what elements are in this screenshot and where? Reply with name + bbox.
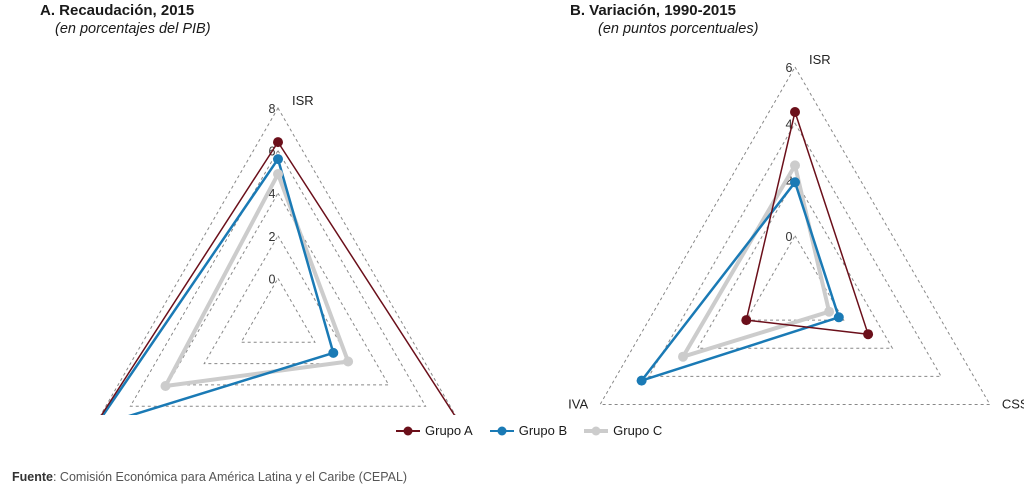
data-point-grupo-b-isr-a — [273, 154, 283, 165]
data-point-grupo-b-isr-b — [790, 177, 800, 188]
legend: Grupo A Grupo B Grupo C — [395, 423, 662, 438]
data-point-grupo-a-iva-b — [741, 315, 752, 326]
grid-ring-b-1 — [696, 178, 894, 349]
tick-label-b-1: 2 — [786, 174, 793, 188]
data-point-grupo-c-css-b — [824, 306, 835, 317]
tick-label-b-2: 4 — [786, 117, 793, 131]
panel-a-subtitle: (en porcentajes del PIB) — [55, 21, 211, 37]
series-line-grupo-a-b — [745, 111, 869, 335]
data-point-grupo-b-css-a — [328, 347, 339, 358]
panel-b-title: B. Variación, 1990-2015 — [570, 2, 736, 19]
source-text: : Comisión Económica para América Latina… — [52, 470, 408, 484]
data-point-grupo-a-isr-a — [273, 137, 283, 148]
data-point-grupo-a-css-b — [863, 329, 874, 340]
source-note: Fuente: Comisión Económica para América … — [12, 470, 407, 484]
panel-b-subtitle: (en puntos porcentuales) — [598, 21, 759, 37]
legend-item-grupo-a: Grupo A — [395, 423, 473, 438]
legend-marker-grupo-c — [584, 426, 609, 435]
radar-chart-a: 02468ISRCSSIVA — [100, 93, 456, 415]
source-label: Fuente — [12, 470, 53, 484]
data-point-grupo-c-isr-a — [273, 169, 283, 179]
axis-label-isr-a: ISR — [292, 93, 314, 108]
grid-ring-a-2 — [166, 192, 390, 386]
axis-label-iva-b: IVA — [568, 397, 588, 412]
legend-item-grupo-c: Grupo C — [583, 423, 662, 438]
legend-item-grupo-b: Grupo B — [489, 423, 567, 438]
data-point-grupo-c-isr-b — [790, 160, 800, 171]
tick-label-a-0: 0 — [269, 272, 276, 286]
grid-ring-b-3 — [599, 66, 991, 405]
grid-ring-b-2 — [648, 122, 942, 377]
tick-label-a-4: 8 — [269, 102, 276, 116]
axis-label-isr-b: ISR — [809, 52, 831, 67]
legend-label-grupo-c: Grupo C — [613, 423, 663, 438]
tick-label-b-0: 0 — [786, 230, 793, 244]
data-point-grupo-c-css-a — [343, 356, 354, 367]
tick-label-a-1: 2 — [269, 230, 276, 244]
data-point-grupo-b-iva-b — [636, 375, 647, 386]
grid-ring-a-0 — [240, 277, 316, 343]
series-line-grupo-b-b — [640, 181, 841, 382]
legend-label-grupo-a: Grupo A — [425, 423, 473, 438]
grid-ring-a-1 — [203, 234, 353, 365]
data-point-grupo-c-iva-b — [678, 351, 688, 362]
series-line-grupo-b-a — [101, 157, 335, 415]
tick-label-a-2: 4 — [269, 187, 276, 201]
tick-label-b-3: 6 — [786, 61, 793, 75]
legend-marker-grupo-a — [396, 426, 420, 435]
legend-marker-grupo-b — [489, 426, 514, 435]
radar-chart-b: 0 2 4 6 ISR CSS IVA — [568, 52, 1024, 412]
legend-label-grupo-b: Grupo B — [518, 423, 568, 438]
series-line-grupo-a-a — [100, 141, 456, 415]
data-point-grupo-b-css-b — [833, 312, 844, 323]
series-line-grupo-c-a — [163, 172, 351, 388]
data-point-grupo-c-iva-a — [160, 381, 171, 391]
data-point-grupo-a-isr-b — [790, 107, 800, 117]
axis-label-css-b: CSS — [1002, 397, 1024, 412]
panel-a-title: A. Recaudación, 2015 — [40, 2, 195, 19]
